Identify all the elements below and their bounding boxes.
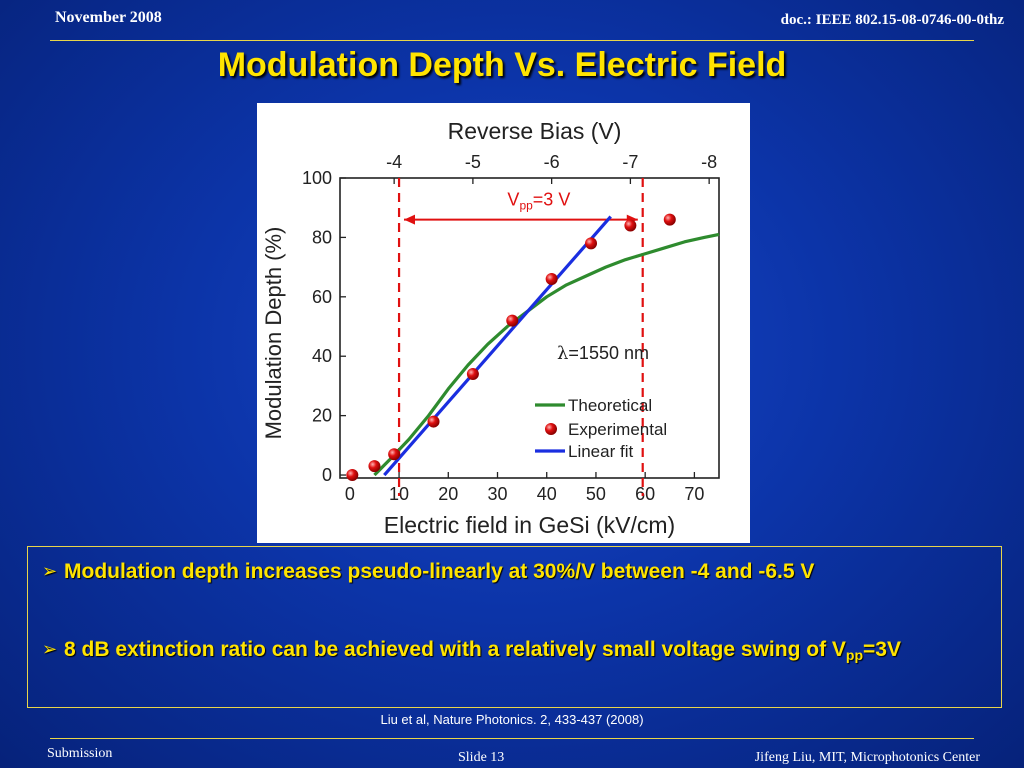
vpp-annotation: Vpp=3 V <box>507 190 570 213</box>
x-tick-label: 40 <box>537 484 557 504</box>
y-tick-label: 0 <box>322 465 332 485</box>
y-tick-label: 80 <box>312 227 332 247</box>
experimental-point <box>663 213 676 226</box>
top-tick-label: -8 <box>701 152 717 172</box>
experimental-point <box>585 237 598 250</box>
slide-title: Modulation Depth Vs. Electric Field <box>217 46 787 84</box>
experimental-point <box>346 469 359 482</box>
bullet-arrow-icon: ➢ <box>42 561 58 582</box>
y-axis-label: Modulation Depth (%) <box>261 227 286 440</box>
bullet-2: ➢ 8 dB extinction ratio can be achieved … <box>42 637 974 668</box>
citation: Liu et al, Nature Photonics. 2, 433-437 … <box>380 712 644 727</box>
x-tick-label: 50 <box>586 484 606 504</box>
top-tick-label: -5 <box>465 152 481 172</box>
footer-slide-number: Slide 13 <box>458 750 505 765</box>
experimental-point <box>506 314 519 327</box>
x-tick-label: 30 <box>487 484 507 504</box>
bullet-2-text: 8 dB extinction ratio can be achieved wi… <box>42 637 974 668</box>
bullet-2-text-tail: =3V <box>863 638 901 661</box>
footer-submission: Submission <box>47 746 113 761</box>
top-axis-label: Reverse Bias (V) <box>448 118 622 144</box>
wavelength-annotation: λ=1550 nm <box>557 343 649 364</box>
x-tick-label: 70 <box>684 484 704 504</box>
experimental-point <box>466 368 479 381</box>
top-tick-label: -6 <box>544 152 560 172</box>
header-date: November 2008 <box>55 9 162 26</box>
y-tick-label: 100 <box>302 168 332 188</box>
header-rule <box>50 40 974 41</box>
experimental-point <box>388 448 401 461</box>
experimental-point <box>545 272 558 285</box>
chart-figure: 0 10 20 30 40 50 60 70 0 20 40 60 80 100 -4 -5 -6 -7 -8 Ele… <box>257 103 750 543</box>
header-doc-id: doc.: IEEE 802.15-08-0746-00-0thz <box>780 12 1004 28</box>
bullet-1: ➢ Modulation depth increases pseudo-line… <box>42 559 974 585</box>
bullet-box: ➢ Modulation depth increases pseudo-line… <box>27 546 1002 708</box>
legend-experimental-label: Experimental <box>568 420 667 439</box>
vpp-arrow-head-left <box>403 214 415 225</box>
top-tick-label: -4 <box>386 152 402 172</box>
legend-linear-fit-label: Linear fit <box>568 442 633 461</box>
x-tick-label: 0 <box>345 484 355 504</box>
top-tick-label: -7 <box>622 152 638 172</box>
legend-theoretical-label: Theoretical <box>568 396 652 415</box>
theoretical-curve <box>373 232 720 477</box>
x-tick-label: 60 <box>635 484 655 504</box>
plot-frame <box>339 177 720 479</box>
bullet-arrow-icon: ➢ <box>42 639 58 660</box>
experimental-point <box>624 219 637 232</box>
footer-rule <box>50 738 974 739</box>
y-tick-label: 60 <box>312 287 332 307</box>
linear-fit-line <box>383 215 612 477</box>
bullet-2-subscript: pp <box>845 647 864 663</box>
y-tick-label: 20 <box>312 406 332 426</box>
legend-experimental-swatch <box>545 423 557 435</box>
experimental-point <box>368 460 381 473</box>
x-axis-label: Electric field in GeSi (kV/cm) <box>384 512 675 538</box>
y-tick-label: 40 <box>312 346 332 366</box>
x-tick-label: 20 <box>438 484 458 504</box>
bullet-1-text: Modulation depth increases pseudo-linear… <box>64 560 815 583</box>
experimental-point <box>427 415 440 428</box>
bullet-2-text-main: 8 dB extinction ratio can be achieved wi… <box>64 638 846 661</box>
footer-author: Jifeng Liu, MIT, Microphotonics Center <box>754 750 980 765</box>
